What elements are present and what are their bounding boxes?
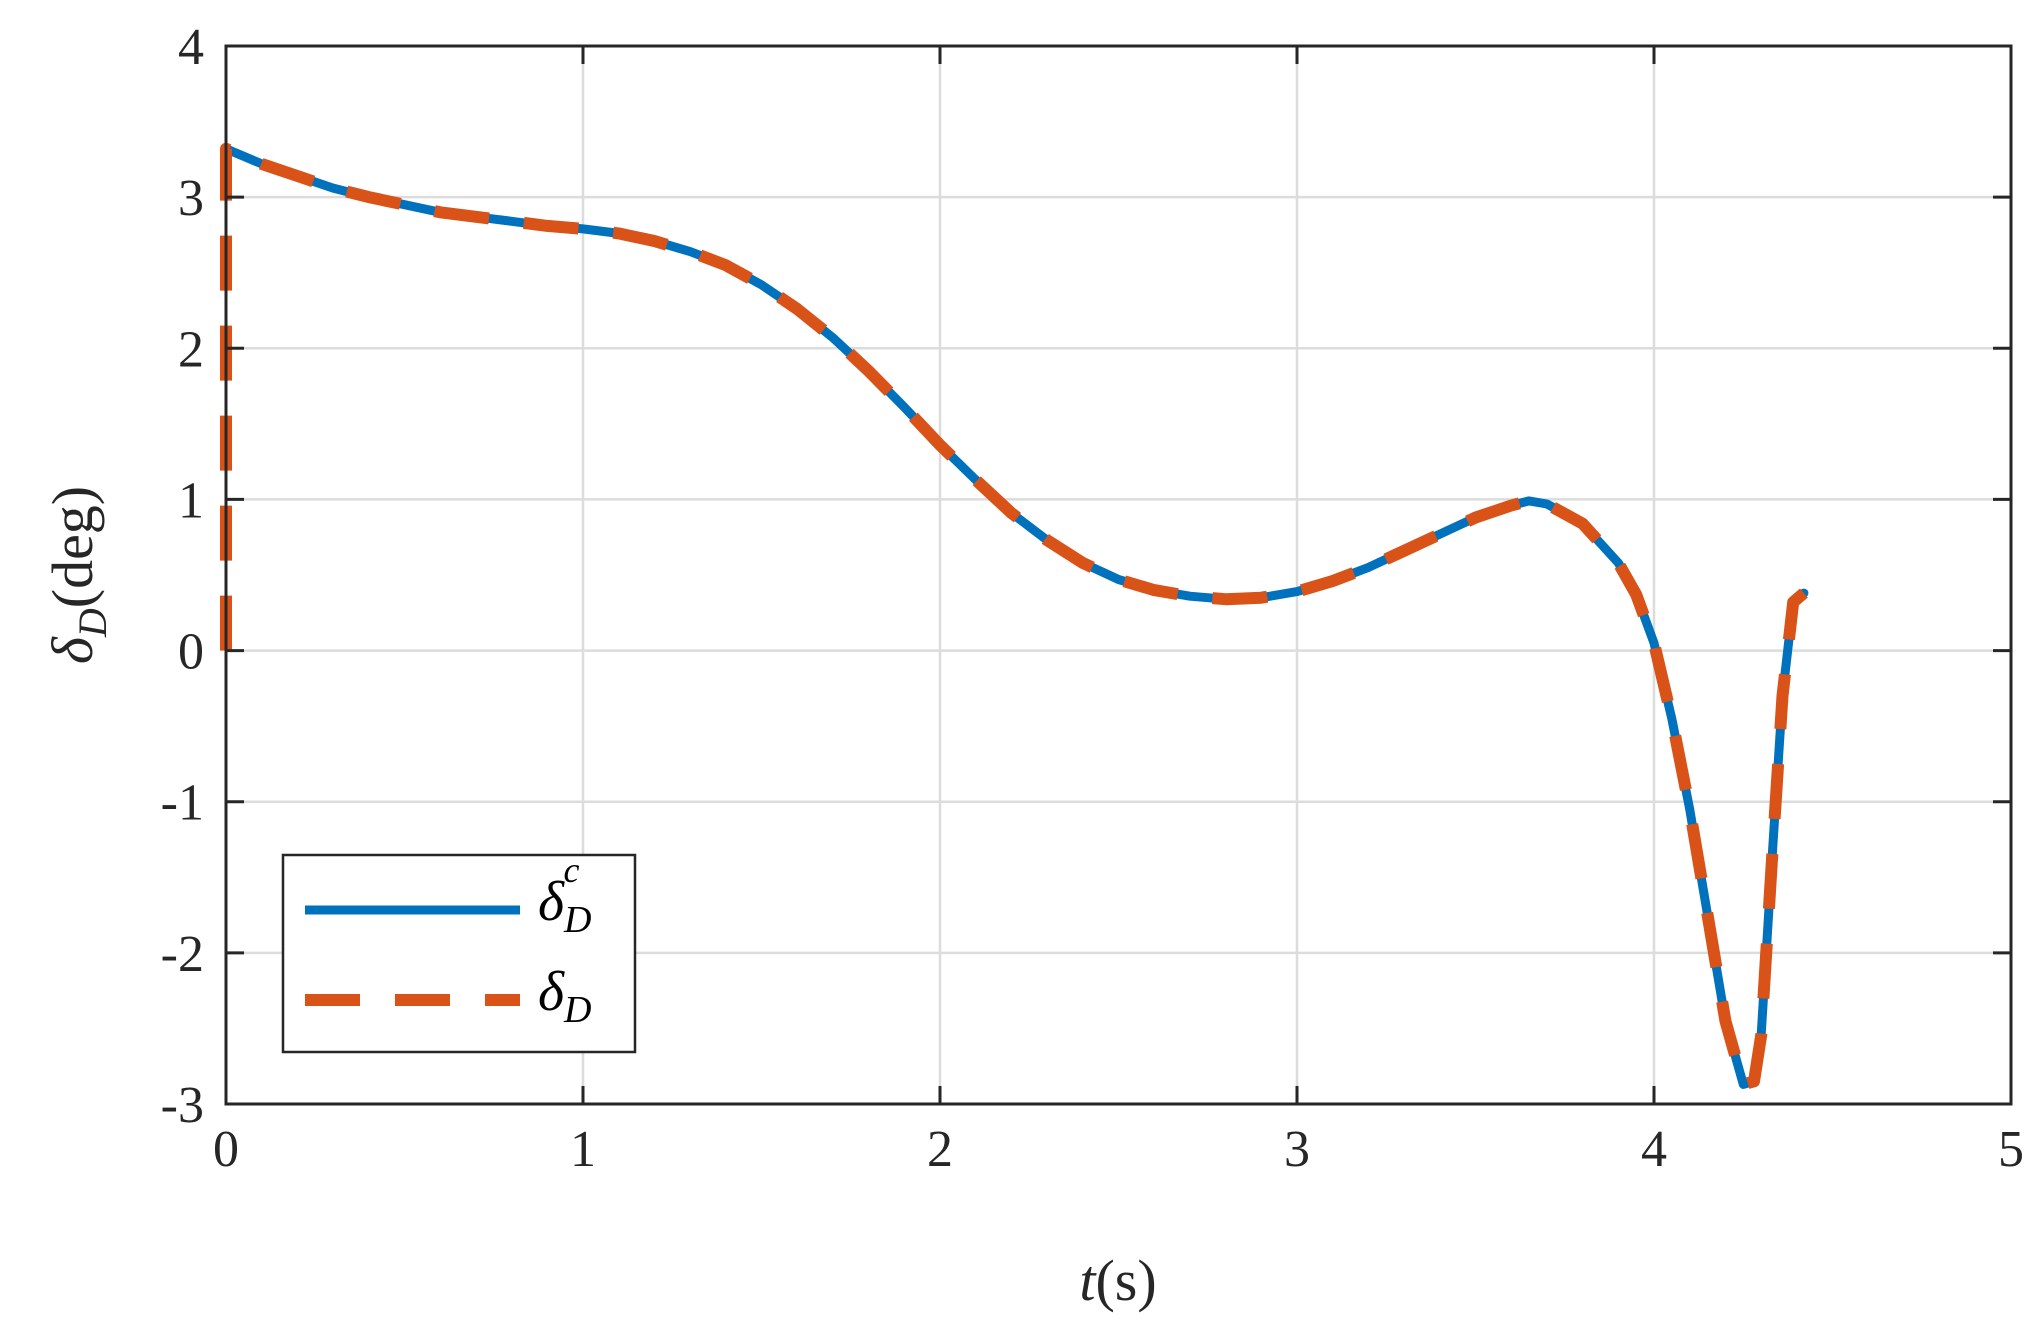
y-axis-label-unit: (deg)	[40, 486, 105, 608]
legend-label-actual-sub: D	[563, 989, 591, 1031]
x-tick-label: 3	[1284, 1121, 1310, 1178]
x-axis-label: t(s)	[1079, 1248, 1156, 1313]
axis-ticks	[224, 44, 2013, 1106]
x-axis-label-unit: (s)	[1095, 1248, 1156, 1313]
y-axis-label-sub: D	[70, 608, 115, 638]
y-tick-label: 0	[178, 624, 204, 681]
y-axis-label: δD(deg)	[40, 486, 115, 664]
y-tick-label: 3	[178, 170, 204, 227]
plot-area-frame	[224, 44, 2013, 1106]
x-tick-label: 1	[570, 1121, 596, 1178]
y-tick-label: -1	[161, 775, 204, 832]
x-tick-label: 4	[1641, 1121, 1667, 1178]
y-tick-label: 2	[178, 321, 204, 378]
x-tick-labels: 0 1 2 3 4 5	[213, 1121, 2024, 1178]
legend-label-actual: δD	[538, 961, 591, 1031]
y-tick-label: 1	[178, 472, 204, 529]
legend-label-commanded: δDc	[538, 850, 591, 941]
legend-label-commanded-main: δ	[538, 871, 565, 933]
y-tick-label: 4	[178, 19, 204, 76]
x-axis-label-main: t	[1079, 1248, 1097, 1313]
x-tick-label: 5	[1998, 1121, 2024, 1178]
y-axis-label-main: δ	[40, 636, 105, 664]
legend-label-actual-main: δ	[538, 961, 565, 1023]
legend-label-commanded-sup: c	[563, 850, 579, 890]
legend-label-commanded-sub: D	[563, 899, 591, 941]
y-tick-label: -2	[161, 926, 204, 983]
legend: δDc δD	[281, 850, 637, 1054]
y-tick-labels: -3 -2 -1 0 1 2 3 4	[161, 19, 204, 1134]
x-tick-label: 0	[213, 1121, 239, 1178]
series-layer	[220, 142, 1809, 1091]
y-tick-label: -3	[161, 1077, 204, 1134]
legend-box	[281, 853, 637, 1054]
series-line-actual	[220, 142, 1808, 1091]
x-tick-label: 2	[927, 1121, 953, 1178]
